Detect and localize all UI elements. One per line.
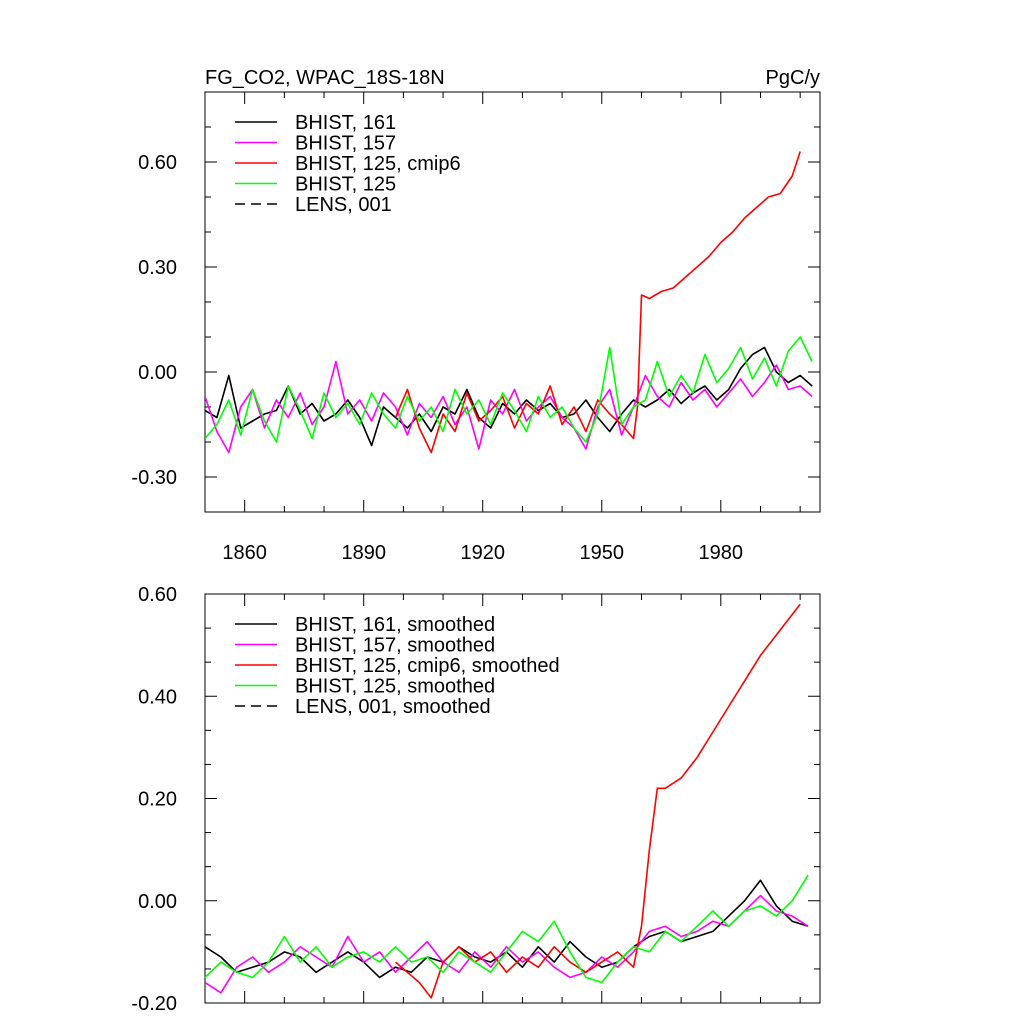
series-line-bhist-157-smoothed: [205, 894, 809, 994]
series-line-bhist-125-smoothed: [205, 874, 809, 984]
x-tick-label: 1920: [460, 542, 505, 564]
legend-label: BHIST, 161, smoothed: [295, 614, 495, 636]
series-group: [205, 151, 813, 454]
y-tick-label: -0.30: [131, 467, 177, 489]
x-tick-label: 1980: [699, 542, 744, 564]
legend-label: BHIST, 157, smoothed: [295, 635, 495, 657]
legend-label: BHIST, 125, cmip6, smoothed: [295, 655, 560, 677]
series-line-bhist-161-smoothed: [205, 879, 809, 979]
series-line-bhist-125-cmip6: [394, 151, 801, 454]
series-line-bhist-161: [205, 346, 813, 447]
y-tick-label: 0.00: [138, 891, 177, 913]
legend-label: LENS, 001: [295, 194, 392, 216]
y-tick-label: 0.60: [138, 584, 177, 606]
legend-label: BHIST, 125, smoothed: [295, 676, 495, 698]
legend-label: LENS, 001, smoothed: [295, 696, 491, 718]
series-group: [205, 603, 809, 999]
y-tick-label: 0.40: [138, 686, 177, 708]
y-tick-label: 0.60: [138, 152, 177, 174]
y-tick-label: 0.30: [138, 257, 177, 279]
series-line-bhist-157: [205, 360, 813, 454]
series-line-bhist-125: [205, 336, 813, 443]
x-tick-label: 1950: [580, 542, 625, 564]
y-tick-label: 0.00: [138, 362, 177, 384]
legend-label: BHIST, 161: [295, 112, 396, 134]
x-tick-label: 1860: [222, 542, 267, 564]
legend-label: BHIST, 157: [295, 133, 396, 155]
y-tick-label: 0.20: [138, 789, 177, 811]
series-line-bhist-125-cmip6-smoothed: [394, 603, 801, 999]
chart-units: PgC/y: [766, 67, 820, 89]
legend-label: BHIST, 125: [295, 174, 396, 196]
y-tick-label: -0.20: [131, 993, 177, 1015]
chart-title: FG_CO2, WPAC_18S-18N: [205, 67, 445, 89]
x-tick-label: 1890: [341, 542, 386, 564]
top-panel: -0.30 0.00 0.30 0.60 1860 1890 1920 1950 1980 BHI…: [131, 91, 821, 564]
legend-label: BHIST, 125, cmip6: [295, 153, 461, 175]
bottom-panel: -0.20 0.00 0.20 0.40 0.60 BHIST, 161, smoothe…: [131, 584, 821, 1015]
